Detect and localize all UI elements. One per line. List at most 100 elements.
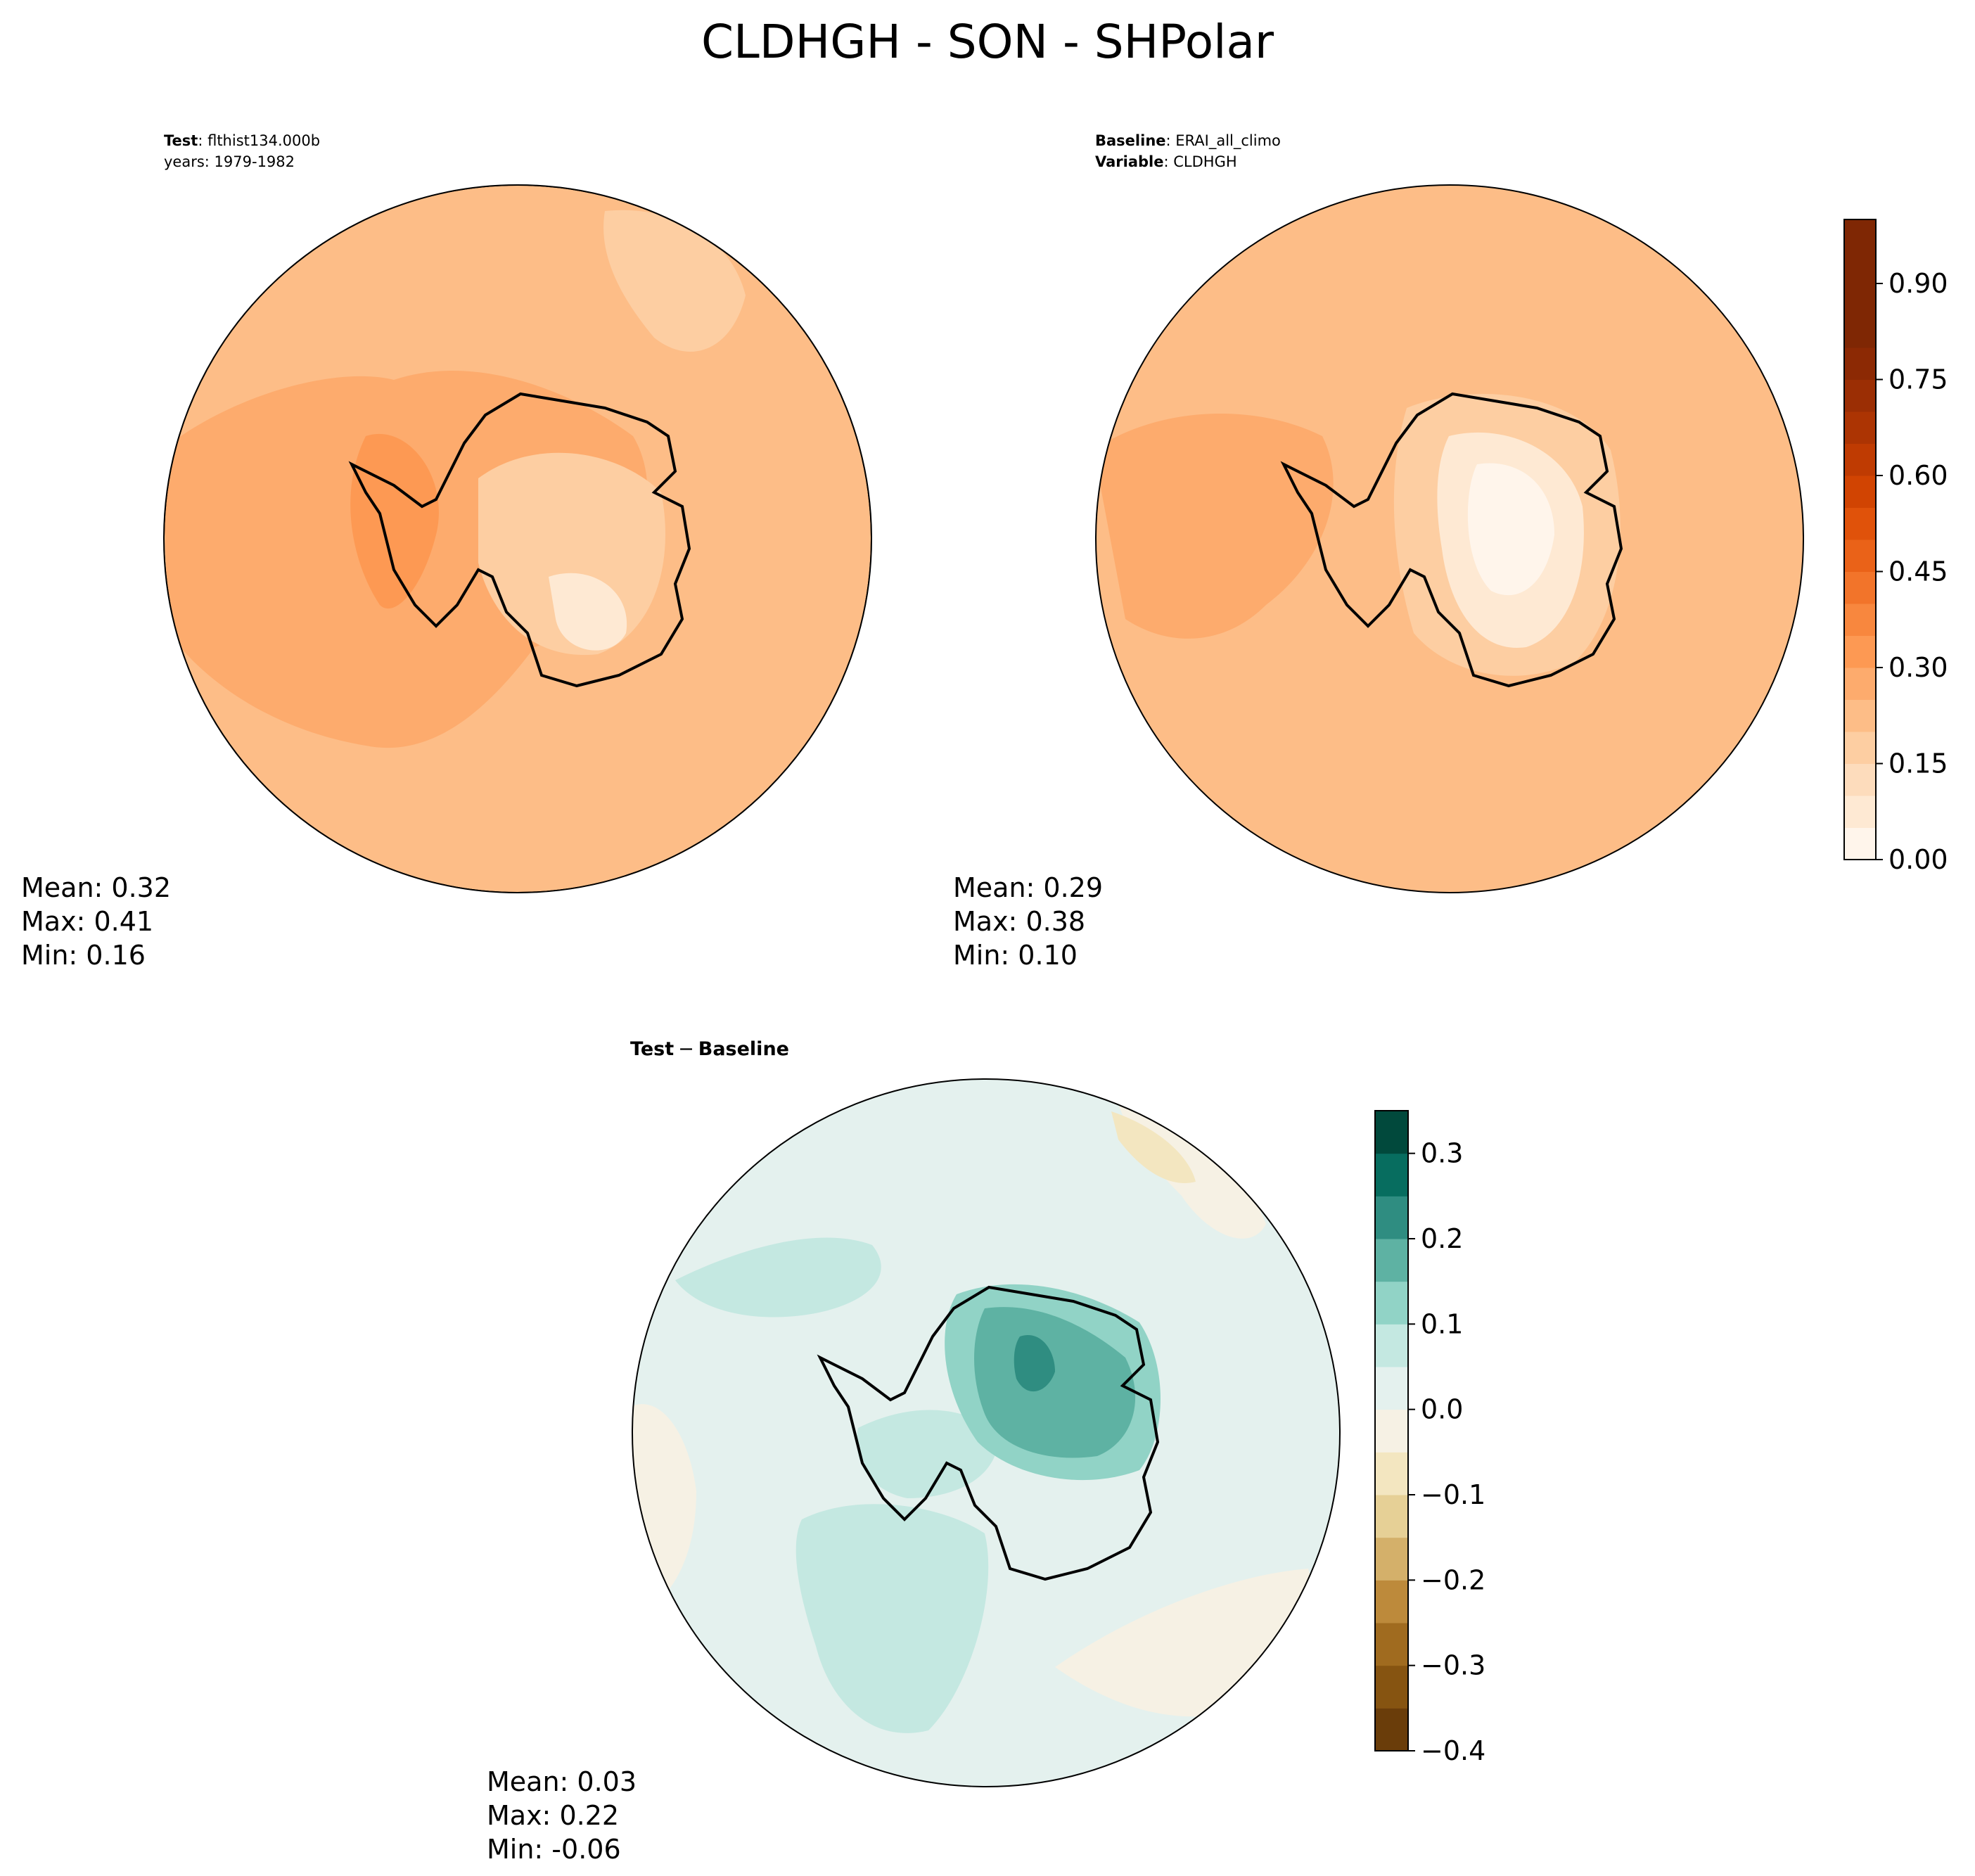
test-stat-mean: Mean: 0.32: [21, 872, 171, 903]
colorbar-main-outline: [1843, 219, 1877, 860]
colorbar-main-tick-label: 0.90: [1888, 268, 1948, 299]
baseline-field-contour-high: [1096, 414, 1334, 639]
baseline-label-key: Baseline: [1095, 132, 1166, 149]
colorbar-main-segment: [1844, 668, 1876, 700]
test-antarctica-coast: [348, 392, 691, 688]
diff-title-right: Baseline: [698, 1038, 789, 1060]
colorbar-diff-tick-label: −0.3: [1421, 1650, 1485, 1681]
colorbar-diff-outline: [1374, 1110, 1409, 1751]
colorbar-main-segment: [1844, 827, 1876, 860]
colorbar-main-segment: [1844, 347, 1876, 380]
colorbar-diff-segment: [1375, 1367, 1408, 1410]
colorbar-main-tick-label: 0.75: [1888, 364, 1948, 395]
test-stat-min: Min: 0.16: [21, 940, 146, 971]
colorbar-main-segment: [1844, 443, 1876, 476]
baseline-map: [1096, 185, 1803, 893]
diff-field-contour-pos-west: [795, 1504, 989, 1733]
colorbar-main-tick-label: 0.15: [1888, 748, 1948, 779]
baseline-label: Baseline: ERAI_all_climo: [1095, 132, 1281, 150]
colorbar-diff-tick-label: −0.4: [1421, 1735, 1485, 1766]
diff-title: Test − Baseline: [630, 1038, 789, 1060]
panel-test: Test: flthist134.000b years: 1979-1982 M…: [21, 132, 872, 971]
colorbar-diff-segment: [1375, 1196, 1408, 1239]
colorbar-main-tick-label: 0.30: [1888, 652, 1948, 683]
diff-field-contour-pos-north: [675, 1237, 881, 1317]
colorbar-main-segment: [1844, 251, 1876, 284]
baseline-stat-mean: Mean: 0.29: [953, 872, 1103, 903]
diff-field-contour-pos-max: [1014, 1335, 1055, 1392]
colorbar-diff-tick-label: −0.2: [1421, 1564, 1485, 1595]
colorbar-main-segment: [1844, 635, 1876, 668]
test-field-contour-higher: [350, 433, 439, 609]
baseline-variable-value: CLDHGH: [1173, 153, 1236, 170]
diff-title-sep: −: [678, 1038, 694, 1060]
test-label: Test: flthist134.000b: [164, 132, 320, 149]
baseline-variable: Variable: CLDHGH: [1095, 153, 1237, 170]
colorbar-main-segment: [1844, 604, 1876, 636]
colorbar-diff-tick-label: 0.3: [1421, 1138, 1463, 1169]
colorbar-main: 0.00 0.15 0.30 0.45 0.60 0.75 0.90: [1843, 219, 1948, 875]
colorbar-diff-segment: [1375, 1281, 1408, 1325]
colorbar-diff-segment: [1375, 1239, 1408, 1282]
panel-diff: Test − Baseline Mean: 0.03 Max: 0.22 Min: …: [487, 1038, 1341, 1865]
colorbar-diff-segment: [1375, 1623, 1408, 1666]
colorbar-main-segment: [1844, 283, 1876, 316]
baseline-variable-key: Variable: [1095, 153, 1163, 170]
test-field-contour-lowest: [549, 573, 627, 651]
figure-title: CLDHGH - SON - SHPolar: [701, 15, 1274, 69]
colorbar-main-tick-label: 0.45: [1888, 556, 1948, 587]
panel-baseline: Baseline: ERAI_all_climo Variable: CLDHG…: [953, 132, 1804, 971]
baseline-stat-max: Max: 0.38: [953, 906, 1085, 937]
colorbar-main-tick-label: 0.60: [1888, 460, 1948, 491]
test-map: [164, 185, 871, 893]
colorbar-main-segment: [1844, 411, 1876, 444]
colorbar-diff-segment: [1375, 1409, 1408, 1453]
diff-map: [632, 1079, 1340, 1787]
colorbar-diff-segment: [1375, 1324, 1408, 1367]
colorbar-diff: −0.4 −0.3 −0.2 −0.1 0.0 0.1 0.2 0.3: [1374, 1110, 1485, 1766]
colorbar-main-segment: [1844, 219, 1876, 252]
diff-field-contour-neg-ne: [1111, 1111, 1196, 1183]
colorbar-main-segment: [1844, 507, 1876, 540]
baseline-field-contour-lowest: [1467, 463, 1554, 596]
colorbar-diff-tick-label: 0.1: [1421, 1308, 1463, 1339]
colorbar-diff-tick-label: 0.2: [1421, 1223, 1463, 1254]
test-years: years: 1979-1982: [164, 153, 295, 170]
test-label-key: Test: [164, 132, 198, 149]
colorbar-diff-segment: [1375, 1708, 1408, 1751]
colorbar-diff-segment: [1375, 1153, 1408, 1197]
colorbar-main-segment: [1844, 476, 1876, 508]
test-map-frame: [163, 184, 872, 893]
baseline-stat-min: Min: 0.10: [953, 940, 1078, 971]
colorbar-main-segment: [1844, 571, 1876, 604]
baseline-label-value: ERAI_all_climo: [1175, 132, 1281, 150]
colorbar-main-segment: [1844, 315, 1876, 348]
test-field-contour-east: [603, 210, 746, 352]
test-label-value: flthist134.000b: [207, 132, 320, 149]
baseline-map-frame: [1095, 184, 1804, 893]
diff-stat-max: Max: 0.22: [487, 1800, 619, 1831]
colorbar-main-tick-label: 0.00: [1888, 844, 1948, 875]
diff-stat-min: Min: -0.06: [487, 1834, 621, 1865]
colorbar-diff-segment: [1375, 1665, 1408, 1709]
diff-antarctica-coast: [817, 1285, 1160, 1581]
colorbar-diff-tick-label: 0.0: [1421, 1394, 1463, 1425]
diff-map-frame: [632, 1078, 1341, 1787]
diff-title-left: Test: [630, 1038, 674, 1060]
baseline-antarctica-coast: [1280, 392, 1623, 688]
colorbar-main-segment: [1844, 540, 1876, 572]
colorbar-diff-segment: [1375, 1580, 1408, 1623]
colorbar-main-segment: [1844, 796, 1876, 828]
colorbar-diff-tick-label: −0.1: [1421, 1479, 1485, 1510]
colorbar-diff-segment: [1375, 1495, 1408, 1538]
diff-field-contour-pos-strong: [974, 1307, 1136, 1458]
colorbar-diff-segment: [1375, 1537, 1408, 1581]
diff-stat-mean: Mean: 0.03: [487, 1766, 637, 1797]
colorbar-main-segment: [1844, 379, 1876, 412]
test-stat-max: Max: 0.41: [21, 906, 153, 937]
colorbar-diff-segment: [1375, 1111, 1408, 1154]
colorbar-diff-segment: [1375, 1452, 1408, 1495]
colorbar-main-segment: [1844, 732, 1876, 764]
colorbar-main-segment: [1844, 763, 1876, 796]
